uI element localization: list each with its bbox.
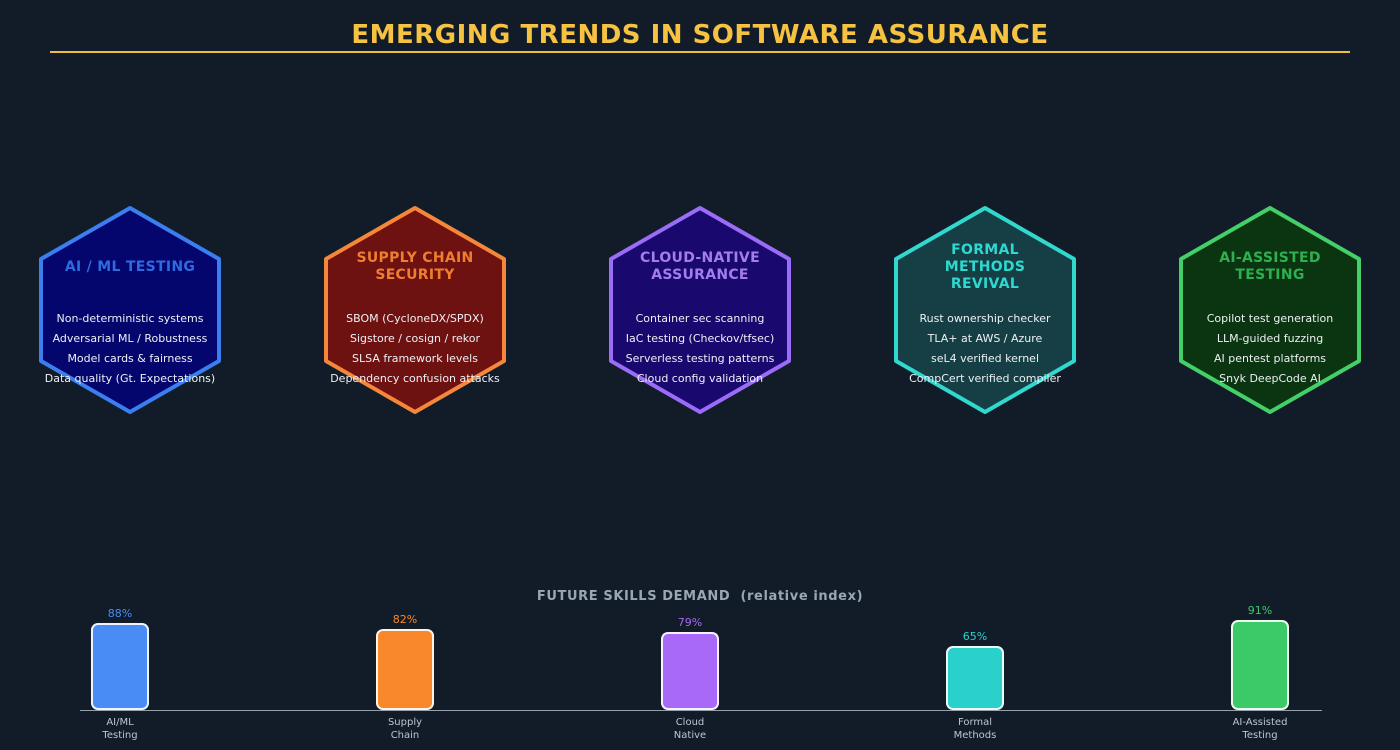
trend-item: Dependency confusion attacks bbox=[330, 372, 500, 385]
trend-item: Container sec scanning bbox=[635, 312, 765, 325]
bar bbox=[91, 623, 149, 710]
trend-item: Serverless testing patterns bbox=[625, 352, 775, 365]
bar-category-label: AI/ML Testing bbox=[102, 717, 138, 741]
trend-item: AI pentest platforms bbox=[1213, 352, 1327, 365]
trend-item: Snyk DeepCode AI bbox=[1219, 372, 1321, 385]
bar-category-label: AI-Assisted Testing bbox=[1232, 717, 1288, 741]
trend-item: SLSA framework levels bbox=[352, 352, 478, 365]
trend-items: Copilot test generation LLM-guided fuzzin… bbox=[1170, 309, 1370, 389]
trend-item: LLM-guided fuzzing bbox=[1216, 332, 1324, 345]
hexagon-shape-icon bbox=[894, 206, 1076, 414]
bar-value-label: 91% bbox=[1247, 604, 1273, 617]
trend-items: Rust ownership checker TLA+ at AWS / Azur… bbox=[885, 309, 1085, 389]
trend-hexagon: AI / ML TESTING Non-deterministic system… bbox=[25, 205, 235, 415]
trend-title: SUPPLY CHAIN SECURITY bbox=[356, 250, 474, 283]
trend-item: CompCert verified compiler bbox=[909, 372, 1061, 385]
chart-title: FUTURE SKILLS DEMAND (relative index) bbox=[536, 589, 864, 604]
bar-category-label: Supply Chain bbox=[387, 717, 423, 741]
bar-category-label: Formal Methods bbox=[953, 717, 997, 741]
bar bbox=[376, 629, 434, 710]
trend-item: Model cards & fairness bbox=[67, 352, 193, 365]
trend-hexagon: FORMAL METHODS REVIVAL Rust ownership ch… bbox=[880, 205, 1090, 415]
trend-item: SBOM (CycloneDX/SPDX) bbox=[346, 312, 484, 325]
x-axis-line bbox=[80, 710, 1322, 711]
hexagon-shape-icon bbox=[1179, 206, 1361, 414]
trend-title: FORMAL METHODS REVIVAL bbox=[944, 241, 1026, 292]
trend-item: Cloud config validation bbox=[636, 372, 764, 385]
trend-row: AI / ML TESTING Non-deterministic system… bbox=[0, 205, 1400, 415]
trend-items: Non-deterministic systems Adversarial ML … bbox=[30, 309, 230, 389]
trend-item: Data quality (Gt. Expectations) bbox=[44, 372, 216, 385]
trend-hexagon: SUPPLY CHAIN SECURITY SBOM (CycloneDX/SP… bbox=[310, 205, 520, 415]
trend-items: Container sec scanning IaC testing (Check… bbox=[600, 309, 800, 389]
trend-title: AI-ASSISTED TESTING bbox=[1219, 250, 1321, 283]
bar-category-label: Cloud Native bbox=[673, 717, 707, 741]
trend-items: SBOM (CycloneDX/SPDX) Sigstore / cosign /… bbox=[315, 309, 515, 389]
bar-value-label: 82% bbox=[392, 613, 418, 626]
hexagon-shape-icon bbox=[324, 206, 506, 414]
trend-item: TLA+ at AWS / Azure bbox=[927, 332, 1043, 345]
trend-title: CLOUD-NATIVE ASSURANCE bbox=[640, 250, 760, 283]
page-title: EMERGING TRENDS IN SOFTWARE ASSURANCE bbox=[351, 20, 1049, 50]
trend-item: Rust ownership checker bbox=[919, 312, 1051, 325]
bar-value-label: 65% bbox=[962, 630, 988, 643]
trend-item: Adversarial ML / Robustness bbox=[52, 332, 208, 345]
title-underline bbox=[50, 51, 1350, 53]
bar-value-label: 88% bbox=[107, 607, 133, 620]
bar-value-label: 79% bbox=[677, 616, 703, 629]
trend-item: IaC testing (Checkov/tfsec) bbox=[625, 332, 775, 345]
trend-item: Copilot test generation bbox=[1206, 312, 1334, 325]
trend-hexagon: CLOUD-NATIVE ASSURANCE Container sec sca… bbox=[595, 205, 805, 415]
trend-hexagon: AI-ASSISTED TESTING Copilot test generat… bbox=[1165, 205, 1375, 415]
hexagon-shape-icon bbox=[39, 206, 221, 414]
trend-item: seL4 verified kernel bbox=[930, 352, 1040, 365]
bar bbox=[946, 646, 1004, 710]
skills-demand-chart: FUTURE SKILLS DEMAND (relative index) 88… bbox=[0, 585, 1400, 750]
trend-item: Sigstore / cosign / rekor bbox=[349, 332, 481, 345]
bar bbox=[1231, 620, 1289, 710]
trend-item: Non-deterministic systems bbox=[56, 312, 204, 325]
bar bbox=[661, 632, 719, 710]
hexagon-shape-icon bbox=[609, 206, 791, 414]
trend-title: AI / ML TESTING bbox=[64, 258, 196, 275]
